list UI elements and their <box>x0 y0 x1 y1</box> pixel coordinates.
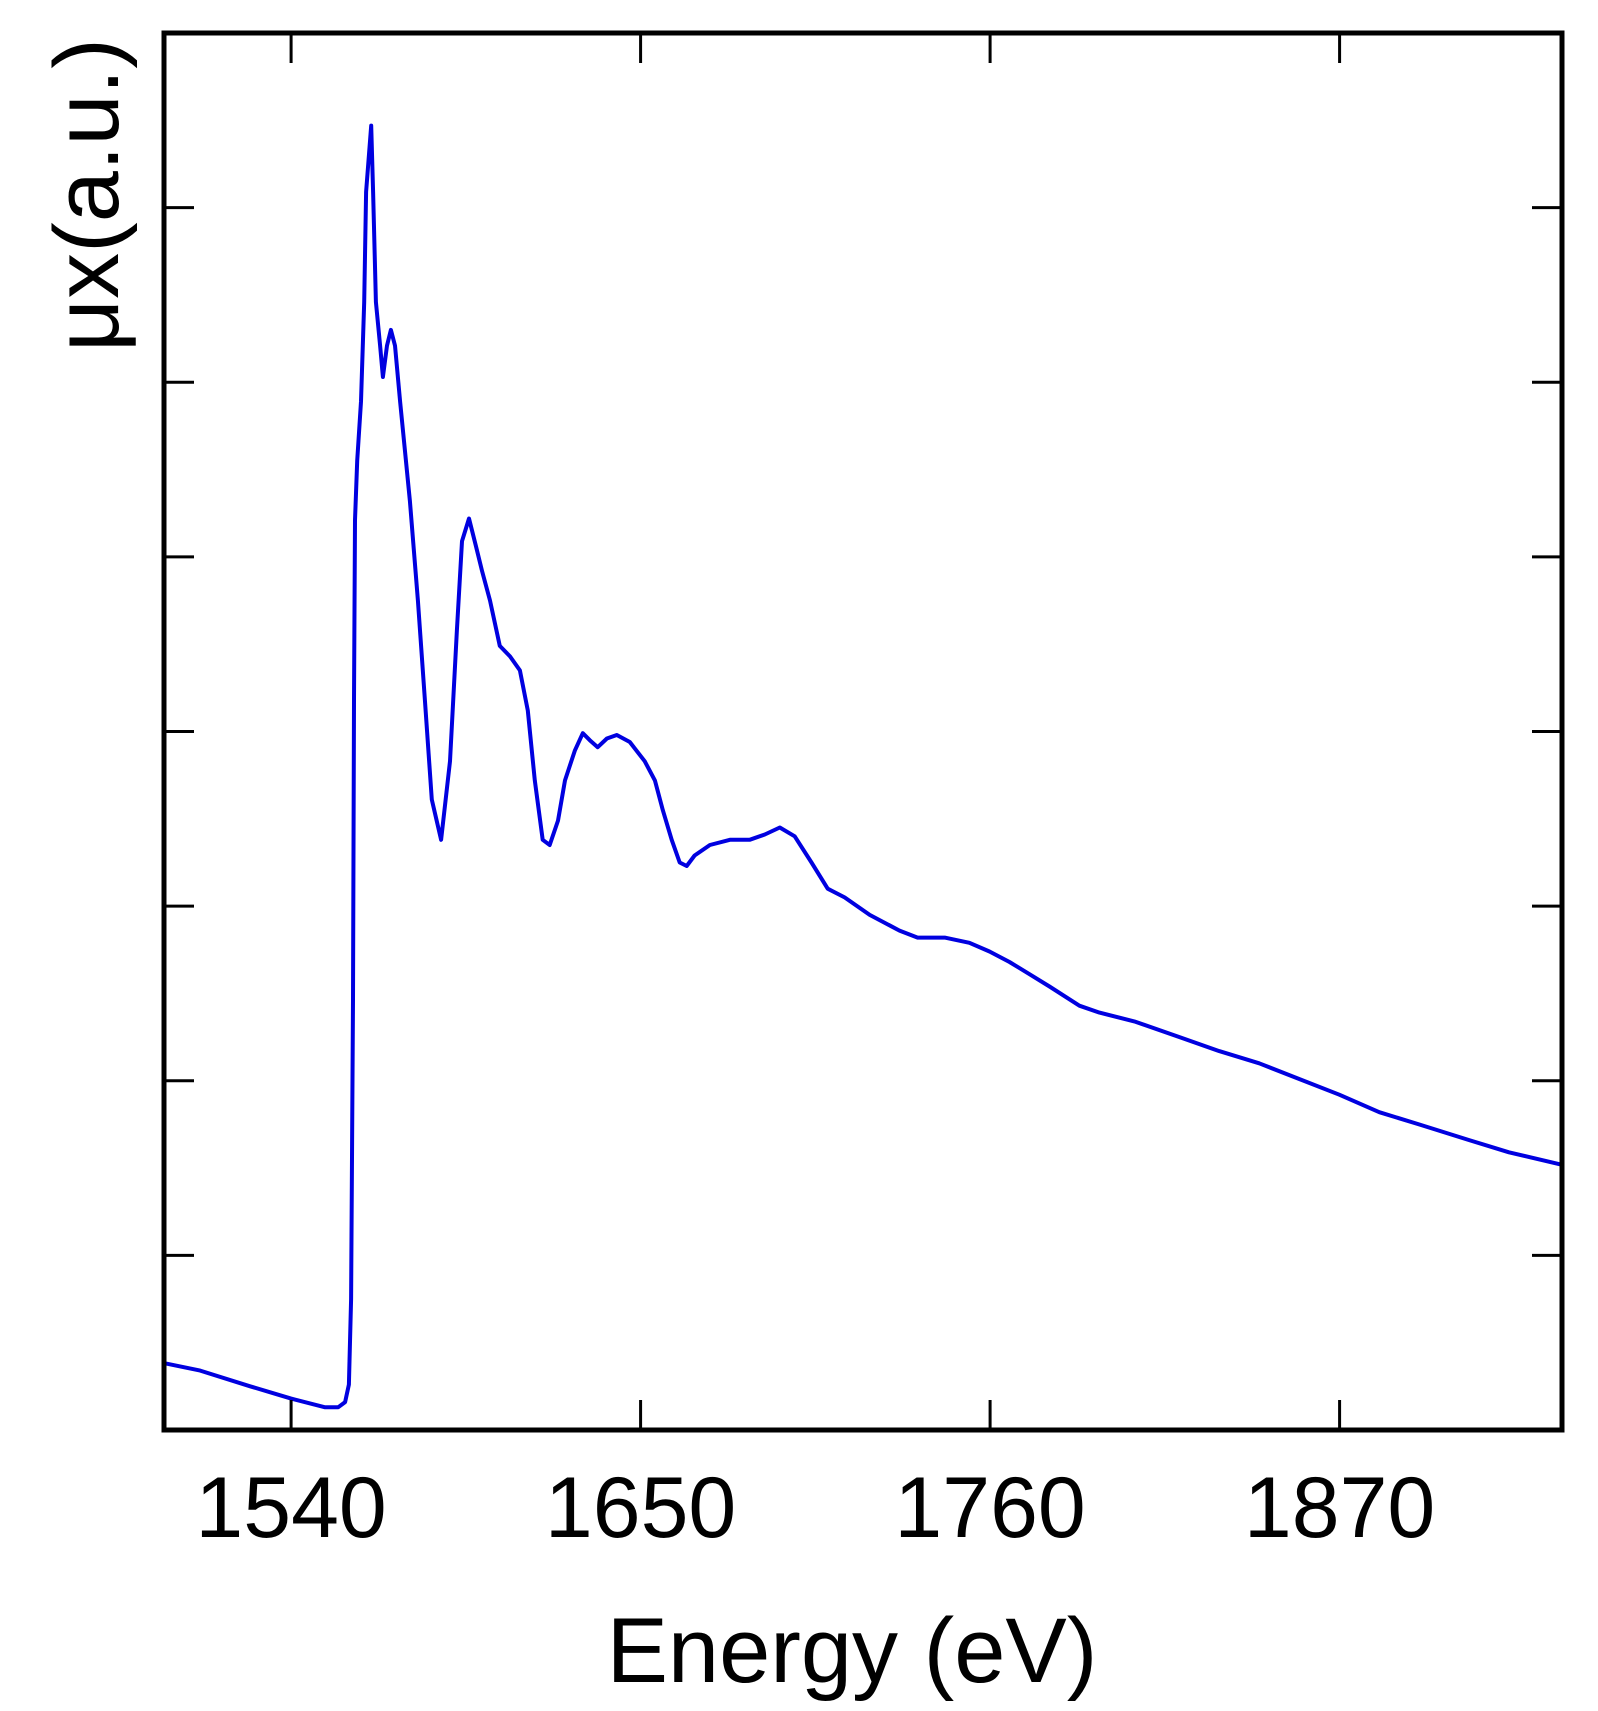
axis-ticks <box>164 33 1562 1430</box>
x-tick-label: 1650 <box>545 1460 736 1556</box>
spectrum-line <box>164 123 1563 1410</box>
x-tick-label: 1760 <box>894 1460 1085 1556</box>
x-tick-label: 1870 <box>1244 1460 1435 1556</box>
x-tick-label: 1540 <box>195 1460 386 1556</box>
plot-frame <box>161 30 1565 1433</box>
y-axis-title: μx(a.u.) <box>36 38 138 352</box>
x-tick-labels: 1540 1650 1760 1870 <box>195 1460 1435 1556</box>
x-axis-title: Energy (eV) <box>607 1600 1098 1702</box>
plot-area <box>164 123 1563 1410</box>
